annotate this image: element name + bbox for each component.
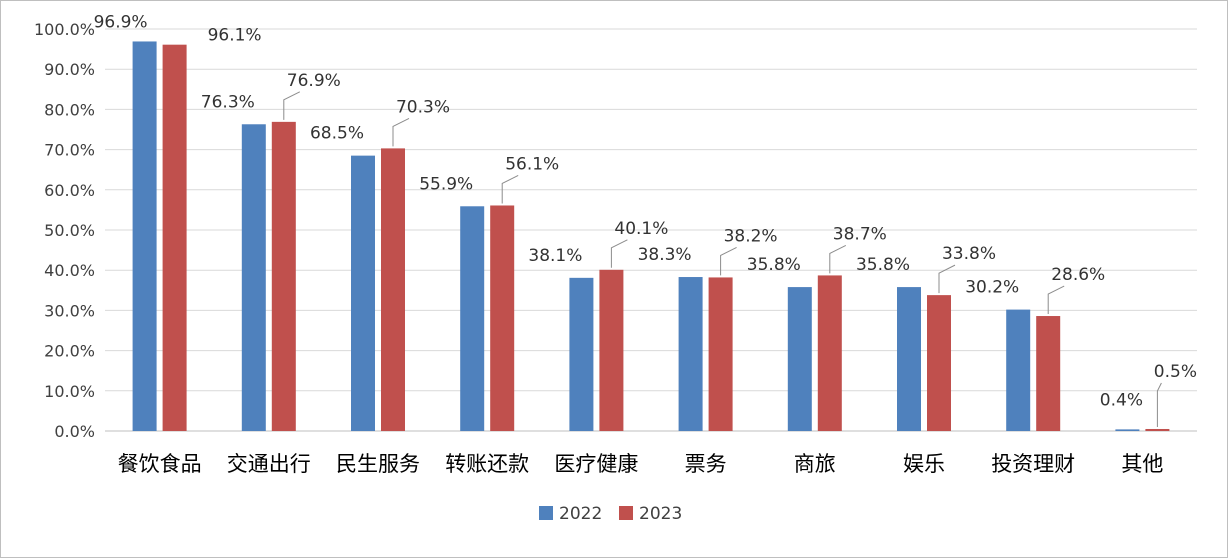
data-label-2023-3: 56.1% xyxy=(505,154,559,174)
y-tick-label: 50.0% xyxy=(44,221,95,240)
y-tick-label: 40.0% xyxy=(44,261,95,280)
data-label-2023-8: 28.6% xyxy=(1051,265,1105,285)
x-category-label: 转账还款 xyxy=(445,452,529,476)
y-tick-label: 60.0% xyxy=(44,181,95,200)
bar-2023-2 xyxy=(381,148,405,432)
leader-line xyxy=(938,264,956,294)
bar-2022-4 xyxy=(569,277,594,431)
y-tick-label: 20.0% xyxy=(44,342,95,361)
data-label-2023-2: 70.3% xyxy=(396,97,450,117)
leader-line xyxy=(610,239,628,268)
data-label-2022-3: 55.9% xyxy=(419,174,473,194)
x-category-label: 交通出行 xyxy=(227,452,311,476)
bar-2022-0 xyxy=(132,41,157,431)
bar-2022-3 xyxy=(460,206,485,431)
x-category-label: 餐饮食品 xyxy=(118,452,202,476)
y-tick-label: 90.0% xyxy=(44,60,95,79)
x-category-label: 其他 xyxy=(1121,452,1163,476)
y-tick-label: 80.0% xyxy=(44,100,95,119)
legend-swatch-2023 xyxy=(619,506,633,520)
data-label-2022-8: 30.2% xyxy=(965,278,1019,298)
leader-line xyxy=(1156,382,1162,427)
bar-2023-8 xyxy=(1036,316,1061,431)
legend-swatch-2022 xyxy=(539,506,553,520)
data-label-2022-5: 38.3% xyxy=(638,245,692,265)
bar-2023-0 xyxy=(162,44,187,431)
y-tick-label: 30.0% xyxy=(44,301,95,320)
data-label-2022-0: 96.9% xyxy=(94,12,148,32)
legend-label-2022: 2022 xyxy=(559,504,602,524)
bar-2023-6 xyxy=(817,275,842,431)
bar-2022-6 xyxy=(787,287,812,431)
data-label-2022-2: 68.5% xyxy=(310,124,364,144)
x-category-label: 娱乐 xyxy=(903,452,945,476)
bar-2023-9 xyxy=(1145,428,1170,431)
data-label-2022-7: 35.8% xyxy=(856,255,910,275)
leader-line xyxy=(283,91,301,120)
x-category-label: 商旅 xyxy=(794,452,836,476)
leader-line xyxy=(829,244,847,274)
bar-2023-1 xyxy=(271,121,296,431)
bar-2022-1 xyxy=(241,124,266,432)
bar-2022-2 xyxy=(351,155,375,431)
data-label-2023-9: 0.5% xyxy=(1154,362,1197,382)
data-label-2023-5: 38.2% xyxy=(724,226,778,246)
x-category-label: 民生服务 xyxy=(336,452,420,476)
data-label-2022-1: 76.3% xyxy=(201,92,255,112)
y-tick-label: 70.0% xyxy=(44,141,95,160)
data-label-2023-1: 76.9% xyxy=(287,71,341,91)
bar-2022-8 xyxy=(1006,309,1031,431)
data-label-2023-6: 38.7% xyxy=(833,224,887,244)
data-label-2023-7: 33.8% xyxy=(942,244,996,264)
leader-line xyxy=(392,117,410,147)
y-tick-label: 10.0% xyxy=(44,382,95,401)
bar-2022-7 xyxy=(897,287,921,431)
data-label-2022-9: 0.4% xyxy=(1100,390,1143,410)
data-label-2022-6: 35.8% xyxy=(747,255,801,275)
x-category-label: 投资理财 xyxy=(991,452,1075,476)
data-label-2022-4: 38.1% xyxy=(528,246,582,266)
data-label-2023-4: 40.1% xyxy=(614,219,668,239)
data-label-2023-0: 96.1% xyxy=(208,26,262,46)
bar-2023-3 xyxy=(490,205,515,431)
leader-line xyxy=(720,246,737,276)
y-tick-label: 100.0% xyxy=(34,20,95,39)
bar-2023-7 xyxy=(927,295,951,431)
leader-line xyxy=(1047,285,1065,315)
legend-label-2023: 2023 xyxy=(639,504,682,524)
leader-line xyxy=(501,175,519,204)
y-tick-label: 0.0% xyxy=(54,422,95,441)
bar-2023-5 xyxy=(708,277,733,431)
x-category-label: 票务 xyxy=(685,452,727,476)
bar-2022-9 xyxy=(1115,429,1140,431)
bar-2022-5 xyxy=(678,277,703,431)
bar-2023-4 xyxy=(599,269,624,431)
x-category-label: 医疗健康 xyxy=(554,452,638,476)
